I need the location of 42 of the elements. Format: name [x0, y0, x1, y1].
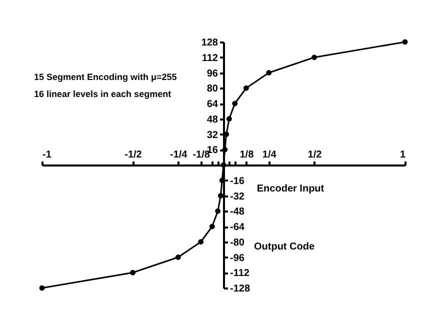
- point: [222, 146, 228, 152]
- annotation: 15 Segment Encoding with μ=255: [34, 72, 177, 82]
- point: [215, 208, 221, 214]
- point: [218, 193, 224, 198]
- y2-tick-label: -32: [230, 191, 245, 202]
- y-tick-label: 80: [206, 84, 218, 95]
- point: [198, 239, 204, 245]
- y2-axis-title: Output Code: [254, 242, 315, 252]
- x-tick-label: -1/2: [124, 150, 142, 160]
- y-tick-label: 128: [201, 38, 218, 48]
- y2-tick-label: -64: [230, 222, 245, 233]
- x-axis-title: Encoder Input: [256, 184, 325, 194]
- point: [232, 100, 238, 106]
- x-tick-label: 1/2: [308, 150, 322, 160]
- point: [402, 39, 408, 45]
- point: [266, 70, 272, 76]
- y2-tick-label: -112: [230, 268, 250, 280]
- point: [220, 162, 226, 168]
- point: [209, 224, 215, 230]
- y2-tick-label: -96: [230, 252, 245, 264]
- y2-tick-label: -80: [230, 237, 245, 248]
- x-tick-label: 1/8: [240, 150, 254, 160]
- y2-tick-label: -16: [230, 176, 245, 187]
- y-tick-label: 96: [206, 68, 218, 80]
- y-tick-label: 64: [206, 99, 218, 110]
- point: [243, 85, 249, 91]
- y-tick-label: 112: [202, 52, 218, 64]
- x-tick-label: 1/4: [262, 150, 277, 160]
- y-tick-label: 48: [206, 114, 218, 126]
- y2-tick-label: -128: [230, 284, 250, 294]
- x-tick-label: -1/8: [192, 150, 210, 160]
- x-tick-label: -1/4: [170, 150, 188, 160]
- x-tick-label: -1: [42, 150, 52, 160]
- point: [130, 270, 136, 276]
- point: [39, 285, 45, 291]
- point: [175, 254, 181, 260]
- x-tick-label: 1: [400, 150, 406, 160]
- annotation: 16 linear levels in each segment: [34, 89, 172, 99]
- y2-tick-label: -48: [230, 206, 245, 218]
- y-tick-label: 32: [206, 130, 218, 141]
- point: [312, 54, 317, 60]
- point: [226, 116, 232, 122]
